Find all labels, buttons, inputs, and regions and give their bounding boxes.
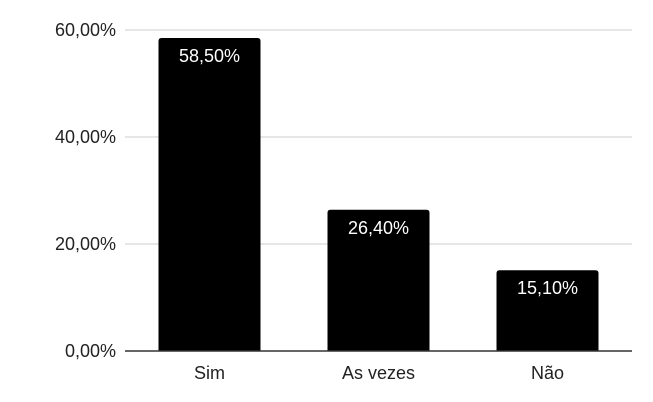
y-tick-label: 0,00% bbox=[65, 341, 116, 361]
y-axis-tick-labels: 0,00% 20,00% 40,00% 60,00% bbox=[55, 20, 116, 361]
bar bbox=[496, 270, 599, 351]
bar-data-label: 58,50% bbox=[179, 46, 240, 66]
y-tick-label: 40,00% bbox=[55, 127, 116, 147]
x-category-label: Não bbox=[531, 363, 564, 383]
bar bbox=[158, 38, 261, 352]
y-tick-label: 60,00% bbox=[55, 20, 116, 40]
bar-data-label: 26,40% bbox=[348, 218, 409, 238]
x-category-label: Sim bbox=[194, 363, 225, 383]
y-tick-label: 20,00% bbox=[55, 234, 116, 254]
x-category-label: As vezes bbox=[342, 363, 415, 383]
bars bbox=[158, 38, 599, 352]
bar bbox=[327, 209, 430, 351]
x-axis-category-labels: Sim As vezes Não bbox=[194, 363, 564, 383]
bar-data-labels: 58,50% 26,40% 15,10% bbox=[179, 46, 578, 298]
bar-data-label: 15,10% bbox=[517, 278, 578, 298]
